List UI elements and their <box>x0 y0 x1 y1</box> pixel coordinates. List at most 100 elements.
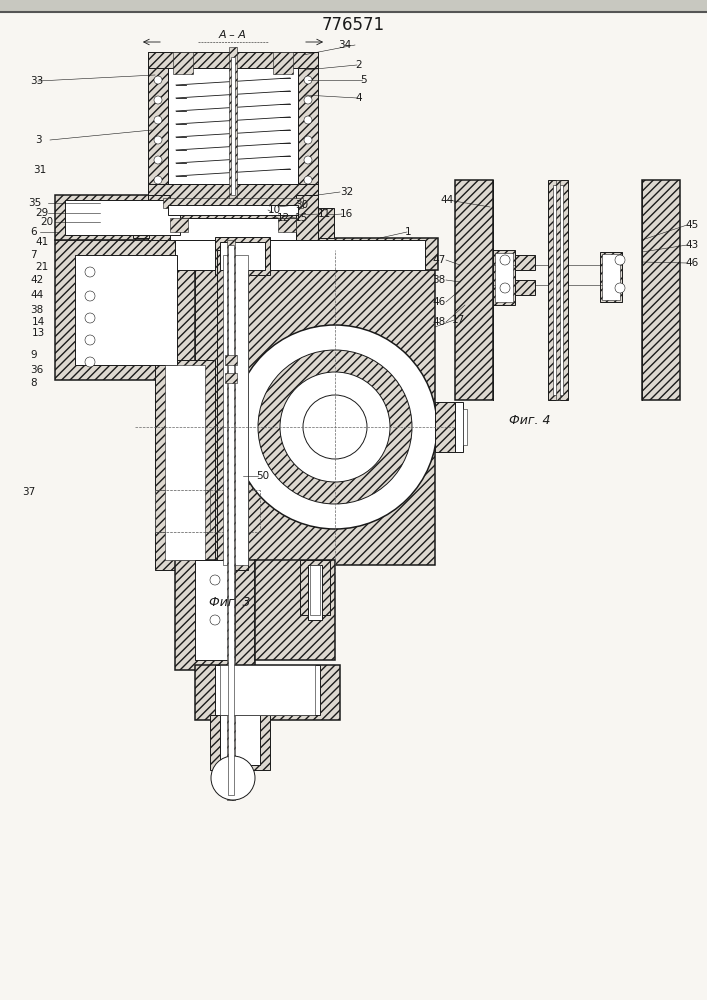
Bar <box>75 255 177 365</box>
Circle shape <box>210 615 220 625</box>
Text: А – А: А – А <box>219 30 247 40</box>
Bar <box>217 250 248 570</box>
Text: 3: 3 <box>35 135 42 145</box>
Circle shape <box>500 255 510 265</box>
Text: 17: 17 <box>452 315 465 325</box>
Text: 42: 42 <box>30 275 43 285</box>
Text: 44: 44 <box>30 290 43 300</box>
Text: 47: 47 <box>432 255 445 265</box>
Bar <box>435 402 455 452</box>
Bar <box>210 715 270 770</box>
Bar <box>273 52 293 74</box>
Bar <box>515 280 535 295</box>
Bar <box>165 365 205 560</box>
Text: 45: 45 <box>685 220 699 230</box>
Circle shape <box>154 156 162 164</box>
Text: 14: 14 <box>32 317 45 327</box>
Bar <box>600 252 622 302</box>
Text: 20: 20 <box>40 217 53 227</box>
Bar <box>310 565 320 615</box>
Circle shape <box>154 136 162 144</box>
Bar <box>55 195 195 240</box>
Text: 35: 35 <box>28 198 41 208</box>
Circle shape <box>85 335 95 345</box>
Bar <box>148 184 318 200</box>
Bar <box>296 195 318 240</box>
Bar <box>227 240 235 800</box>
Bar <box>556 180 560 400</box>
Circle shape <box>154 116 162 124</box>
Bar <box>220 715 260 765</box>
Circle shape <box>233 325 437 529</box>
Text: 13: 13 <box>32 328 45 338</box>
Bar <box>220 242 265 270</box>
Text: 9: 9 <box>30 350 37 360</box>
Text: 46: 46 <box>432 297 445 307</box>
Bar <box>229 47 237 200</box>
Circle shape <box>211 756 255 800</box>
Bar <box>55 240 195 380</box>
Text: 33: 33 <box>30 76 43 86</box>
Bar <box>455 180 493 400</box>
Circle shape <box>85 357 95 367</box>
Bar <box>155 360 215 570</box>
Text: 44: 44 <box>440 195 453 205</box>
Bar <box>225 373 237 383</box>
Text: 30: 30 <box>295 200 308 210</box>
Bar <box>220 665 315 715</box>
Circle shape <box>615 283 625 293</box>
Circle shape <box>154 76 162 84</box>
Bar <box>225 355 237 365</box>
Circle shape <box>154 96 162 104</box>
Text: 2: 2 <box>355 60 361 70</box>
Circle shape <box>304 156 312 164</box>
Bar <box>318 208 334 238</box>
Bar <box>308 565 322 620</box>
Circle shape <box>303 395 367 459</box>
Circle shape <box>500 283 510 293</box>
Text: 34: 34 <box>338 40 351 50</box>
Bar <box>133 208 149 238</box>
Circle shape <box>258 350 412 504</box>
Text: 776571: 776571 <box>322 16 385 34</box>
Text: 8: 8 <box>30 378 37 388</box>
Bar <box>255 560 335 660</box>
Bar <box>173 52 193 74</box>
Bar <box>602 254 620 300</box>
Circle shape <box>304 136 312 144</box>
Bar <box>195 270 435 565</box>
Circle shape <box>154 176 162 184</box>
Text: 41: 41 <box>35 237 48 247</box>
Text: 50: 50 <box>256 471 269 481</box>
Bar <box>148 195 170 240</box>
Bar <box>223 255 248 565</box>
Bar <box>65 200 180 235</box>
Circle shape <box>85 313 95 323</box>
Text: 48: 48 <box>432 317 445 327</box>
Circle shape <box>304 176 312 184</box>
Text: 29: 29 <box>35 208 48 218</box>
Bar <box>215 237 270 275</box>
Bar <box>300 560 330 615</box>
Bar <box>195 560 235 660</box>
Text: 21: 21 <box>35 262 48 272</box>
Text: Фиг. 3: Фиг. 3 <box>209 595 251 608</box>
Text: 11: 11 <box>318 209 332 219</box>
Bar <box>642 180 680 400</box>
Bar <box>168 68 298 184</box>
Bar <box>515 255 535 270</box>
Bar <box>175 240 425 270</box>
Bar <box>155 490 210 532</box>
Bar <box>0 0 707 12</box>
Bar <box>493 250 515 305</box>
Text: 37: 37 <box>22 487 35 497</box>
Circle shape <box>210 575 220 585</box>
Bar <box>495 253 513 302</box>
Text: Фиг. 4: Фиг. 4 <box>509 414 551 426</box>
Text: 38: 38 <box>30 305 43 315</box>
Text: 32: 32 <box>340 187 354 197</box>
Text: 46: 46 <box>685 258 699 268</box>
Text: 4: 4 <box>355 93 361 103</box>
Bar <box>298 52 318 200</box>
Bar <box>228 245 234 795</box>
